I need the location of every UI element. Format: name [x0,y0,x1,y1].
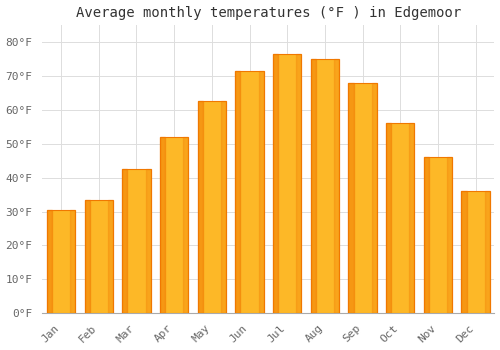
Bar [160,137,165,313]
Bar [84,199,113,313]
Bar [273,54,302,313]
Bar [122,169,128,313]
Bar [47,210,75,313]
Bar [348,83,376,313]
Bar [258,71,264,313]
Bar [334,59,339,313]
Bar [386,123,391,313]
Bar [70,210,75,313]
Bar [236,71,264,313]
Bar [484,191,490,313]
Bar [198,101,226,313]
Bar [84,199,90,313]
Bar [462,191,466,313]
Bar [447,157,452,313]
Bar [410,123,414,313]
Bar [146,169,150,313]
Bar [221,101,226,313]
Bar [273,54,278,313]
Bar [236,71,240,313]
Bar [372,83,376,313]
Bar [348,83,354,313]
Bar [296,54,302,313]
Bar [108,199,113,313]
Bar [386,123,414,313]
Bar [424,157,429,313]
Bar [198,101,203,313]
Title: Average monthly temperatures (°F ) in Edgemoor: Average monthly temperatures (°F ) in Ed… [76,6,461,20]
Bar [424,157,452,313]
Bar [311,59,316,313]
Bar [122,169,150,313]
Bar [47,210,52,313]
Bar [462,191,489,313]
Bar [183,137,188,313]
Bar [311,59,339,313]
Bar [160,137,188,313]
